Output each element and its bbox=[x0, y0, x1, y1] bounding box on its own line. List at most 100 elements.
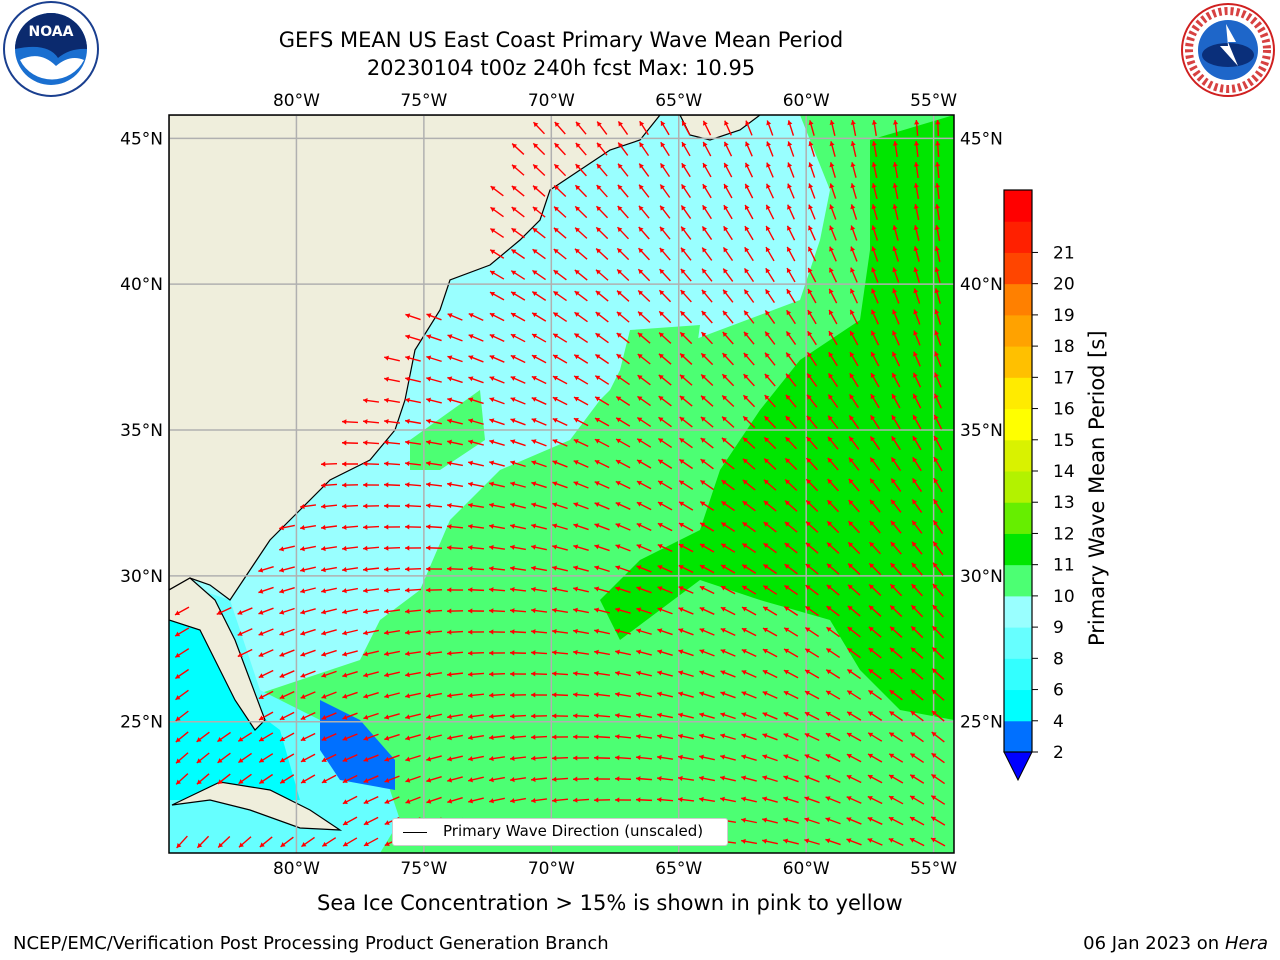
colorbar-segment bbox=[1004, 190, 1032, 222]
wave-arrow bbox=[552, 481, 568, 489]
wave-arrow bbox=[531, 397, 547, 405]
wave-arrow bbox=[870, 351, 880, 367]
wave-arrow bbox=[405, 692, 421, 699]
wave-arrow bbox=[785, 394, 797, 408]
wave-arrow bbox=[553, 184, 567, 198]
wave-arrow bbox=[509, 586, 527, 593]
wave-arrow bbox=[871, 183, 878, 199]
wave-arrow bbox=[699, 585, 715, 595]
wave-arrow bbox=[426, 376, 442, 383]
wave-arrow bbox=[934, 372, 942, 388]
wave-arrow bbox=[659, 184, 671, 198]
wave-arrow bbox=[594, 523, 610, 531]
wave-arrow bbox=[660, 141, 670, 157]
lon-label-bottom: 55°W bbox=[910, 859, 957, 879]
wave-arrow bbox=[867, 795, 883, 805]
wave-arrow bbox=[828, 288, 838, 304]
wave-arrow bbox=[196, 731, 210, 743]
wave-arrow bbox=[553, 248, 567, 260]
wave-arrow bbox=[828, 309, 838, 325]
wave-arrow bbox=[678, 543, 694, 553]
wave-arrow bbox=[237, 628, 253, 636]
wave-arrow bbox=[909, 752, 925, 764]
wave-arrow bbox=[911, 562, 923, 576]
wave-arrow bbox=[342, 754, 358, 762]
wave-arrow bbox=[849, 309, 859, 325]
wave-arrow bbox=[321, 733, 337, 741]
wave-arrow bbox=[509, 776, 527, 783]
wave-arrow bbox=[867, 817, 883, 825]
wave-arrow bbox=[426, 692, 442, 699]
wave-arrow bbox=[510, 291, 526, 301]
wave-arrow bbox=[363, 671, 379, 678]
wave-arrow bbox=[511, 227, 525, 239]
wave-arrow bbox=[933, 435, 943, 451]
wave-arrow bbox=[383, 587, 401, 593]
wave-arrow bbox=[342, 816, 358, 826]
wave-arrow bbox=[892, 330, 900, 346]
wave-arrow bbox=[825, 732, 841, 742]
wave-arrow bbox=[196, 835, 210, 849]
wave-arrow bbox=[596, 184, 608, 198]
wave-arrow bbox=[279, 753, 295, 763]
lat-label-left: 25°N bbox=[120, 713, 163, 733]
wave-arrow bbox=[638, 184, 650, 198]
wave-arrow bbox=[615, 438, 631, 448]
wave-arrow bbox=[174, 606, 190, 616]
wave-arrow bbox=[426, 313, 442, 321]
wave-arrow bbox=[636, 544, 652, 552]
wave-arrow bbox=[678, 670, 694, 678]
wave-arrow bbox=[572, 671, 590, 677]
colorbar-segment bbox=[1004, 627, 1032, 659]
wave-arrow bbox=[488, 671, 506, 677]
wave-arrow bbox=[658, 416, 672, 428]
wave-arrow bbox=[783, 712, 799, 720]
wave-arrow bbox=[741, 564, 757, 574]
wave-arrow bbox=[888, 774, 904, 784]
wave-arrow bbox=[405, 671, 421, 678]
wave-arrow bbox=[615, 523, 631, 531]
wave-arrow bbox=[595, 269, 609, 281]
wave-arrow bbox=[783, 817, 799, 824]
wave-arrow bbox=[425, 545, 443, 551]
wave-arrow bbox=[425, 608, 443, 614]
wave-arrow bbox=[363, 629, 379, 636]
wave-arrow bbox=[762, 606, 778, 616]
wave-arrow bbox=[765, 246, 775, 262]
wave-arrow bbox=[849, 288, 859, 304]
wave-arrow bbox=[614, 734, 632, 740]
wave-arrow bbox=[616, 332, 630, 344]
wave-arrow bbox=[721, 437, 735, 449]
wave-arrow bbox=[846, 774, 862, 784]
wave-arrow bbox=[868, 626, 882, 638]
wave-arrow bbox=[678, 628, 694, 636]
wave-arrow bbox=[679, 437, 693, 449]
wave-arrow bbox=[532, 164, 546, 176]
wave-arrow bbox=[847, 563, 861, 575]
wave-arrow bbox=[258, 586, 274, 594]
wave-arrow bbox=[892, 140, 898, 158]
wave-arrow bbox=[531, 439, 547, 447]
wave-arrow bbox=[363, 692, 379, 699]
footer-credit: NCEP/EMC/Verification Post Processing Pr… bbox=[13, 933, 609, 954]
wave-arrow bbox=[552, 312, 568, 322]
wave-arrow bbox=[913, 182, 920, 200]
wave-arrow bbox=[532, 142, 546, 156]
wave-arrow bbox=[175, 773, 189, 785]
wave-arrow bbox=[826, 584, 840, 596]
wave-arrow bbox=[596, 121, 608, 135]
wave-arrow bbox=[362, 524, 380, 530]
colorbar-segment bbox=[1004, 439, 1032, 472]
wave-arrow bbox=[888, 731, 904, 743]
wave-arrow bbox=[573, 565, 589, 572]
wave-arrow bbox=[913, 204, 920, 220]
wave-arrow bbox=[342, 712, 358, 720]
colorbar-tick-label: 2 bbox=[1053, 743, 1064, 763]
wave-arrow bbox=[488, 692, 506, 698]
wave-arrow bbox=[680, 247, 692, 261]
wave-arrow bbox=[636, 459, 652, 469]
wave-arrow bbox=[509, 650, 527, 656]
wave-arrow bbox=[341, 440, 359, 446]
wave-arrow bbox=[383, 397, 401, 404]
